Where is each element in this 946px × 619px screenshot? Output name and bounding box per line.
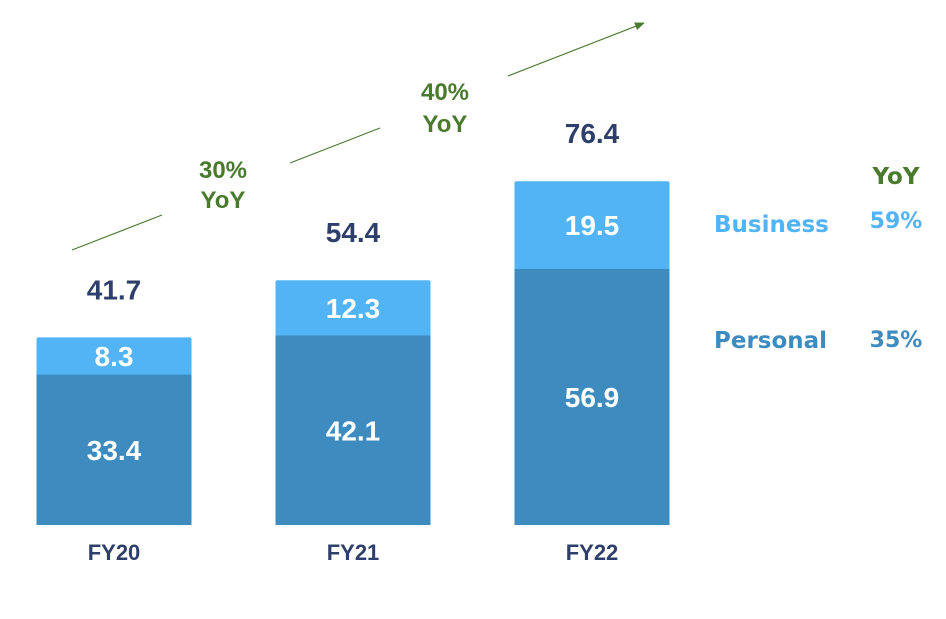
label-personal-fy21: 42.1 (326, 415, 381, 446)
bar-business-fy22 (514, 181, 670, 272)
bars-layer (36, 181, 670, 525)
legend-yoy-header: YoY (872, 164, 920, 190)
bar-business-fy21 (275, 280, 431, 339)
growth-arrow-segment-2 (289, 127, 381, 164)
legend-business-yoy: 59% (870, 209, 923, 234)
total-label-fy21: 54.4 (326, 217, 381, 248)
label-personal-fy20: 33.4 (87, 435, 142, 466)
growth-annotation-1-yoy: YoY (201, 187, 246, 214)
bar-personal-fy22 (514, 268, 670, 525)
growth-trend-arrow (71, 22, 645, 251)
category-label-fy20: FY20 (88, 540, 141, 565)
label-personal-fy22: 56.9 (565, 382, 620, 413)
growth-annotation-2: 40% YoY (421, 79, 469, 138)
total-label-fy22: 76.4 (565, 118, 620, 149)
label-business-fy20: 8.3 (95, 341, 134, 372)
growth-annotation-1: 30% YoY (199, 157, 247, 214)
legend-business-label: Business (714, 212, 829, 238)
category-label-fy22: FY22 (566, 540, 619, 565)
growth-annotation-1-pct: 30% (199, 157, 247, 184)
bar-business-fy20 (36, 337, 192, 378)
labels-layer: 8.3 33.4 41.7 FY20 12.3 42.1 54.4 FY21 19.5 56.9 7… (87, 118, 620, 565)
legend: YoY Business 59% Personal 35% (714, 164, 922, 354)
growth-annotation-2-yoy: YoY (423, 111, 468, 138)
legend-personal-yoy: 35% (870, 328, 923, 353)
total-label-fy20: 41.7 (87, 274, 142, 305)
bar-personal-fy21 (275, 335, 431, 525)
legend-personal-label: Personal (714, 328, 827, 354)
bar-personal-fy20 (36, 374, 192, 525)
label-business-fy22: 19.5 (565, 210, 620, 241)
growth-arrow-segment-1 (71, 214, 163, 251)
label-business-fy21: 12.3 (326, 293, 381, 324)
growth-arrow-segment-3 (507, 22, 645, 77)
category-label-fy21: FY21 (327, 540, 380, 565)
growth-annotation-2-pct: 40% (421, 79, 469, 106)
